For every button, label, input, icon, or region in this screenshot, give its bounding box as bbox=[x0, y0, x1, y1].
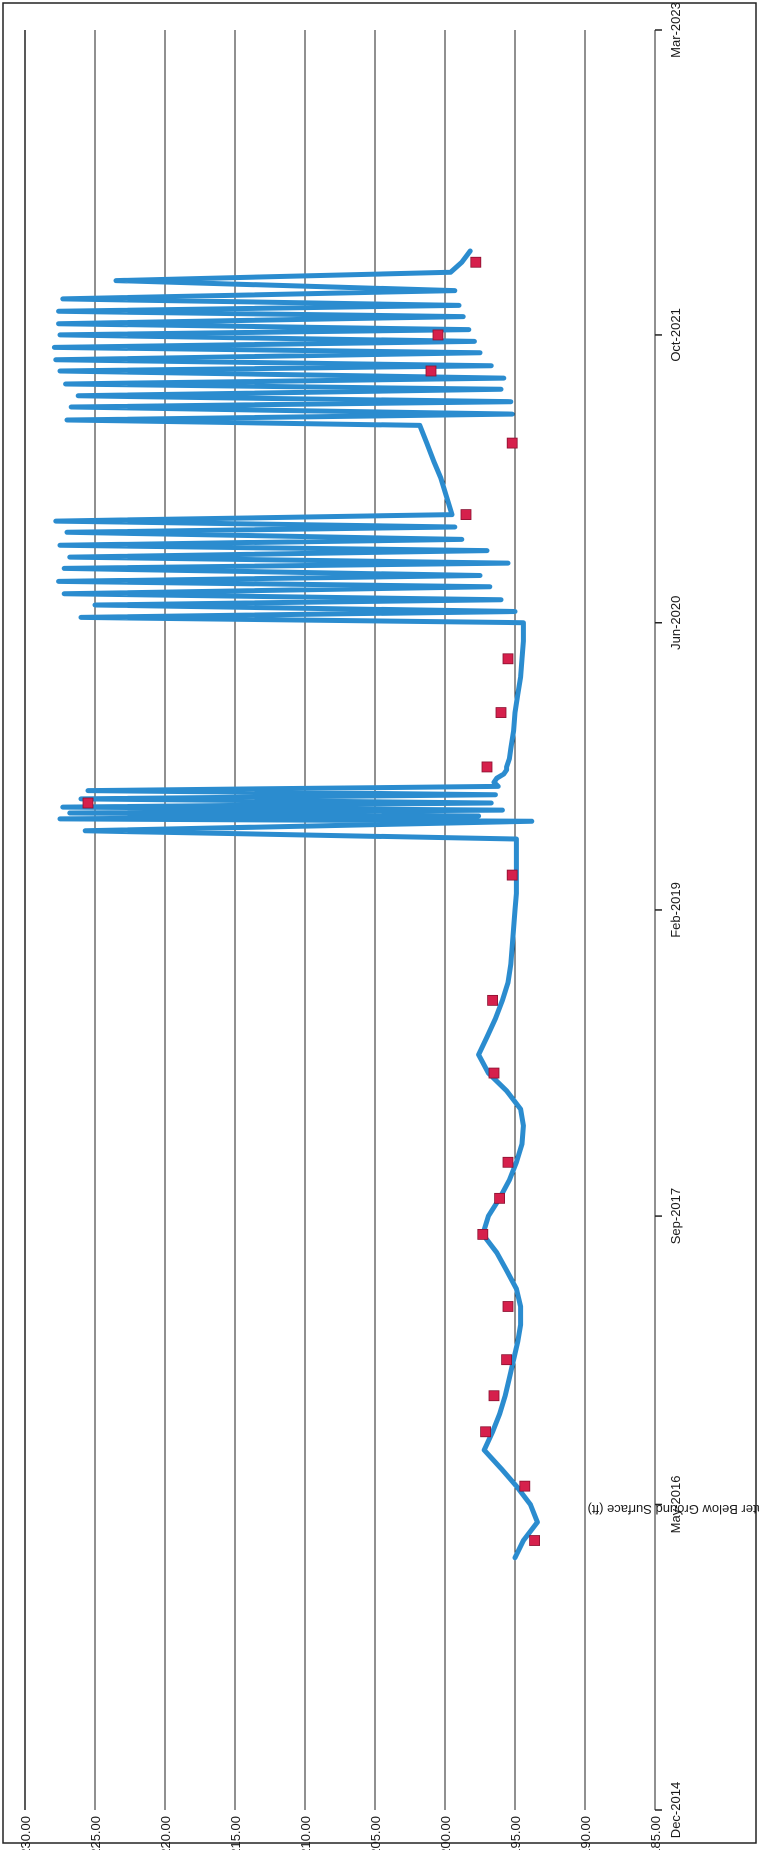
x-tick-label: Sep-2017 bbox=[668, 1188, 683, 1244]
y-tick-label: 230.00 bbox=[18, 1816, 33, 1850]
manual-measurement-point bbox=[488, 1390, 500, 1402]
manual-measurement-point bbox=[425, 365, 437, 377]
x-tick-label: Mar-2023 bbox=[668, 2, 683, 58]
y-tick-label: 185.00 bbox=[648, 1816, 663, 1850]
axes: 185.00 190.00 195.00 200.00 205.00 210.00 215.… bbox=[18, 2, 683, 1850]
y-tick-label: 225.00 bbox=[88, 1816, 103, 1850]
manual-measurement-point bbox=[501, 1354, 513, 1366]
x-tick-label: May-2016 bbox=[668, 1476, 683, 1534]
manual-measurement-point bbox=[481, 761, 493, 773]
manual-measurement-point bbox=[506, 869, 518, 881]
manual-measurement-point bbox=[477, 1228, 489, 1240]
manual-measurement-point bbox=[470, 256, 482, 268]
y-tick-label: 210.00 bbox=[298, 1816, 313, 1850]
manual-measurement-point bbox=[502, 653, 514, 665]
manual-measurement-point bbox=[495, 707, 507, 718]
manual-measurement-point bbox=[460, 509, 472, 520]
manual-measurement-point bbox=[432, 329, 444, 341]
x-tick-label: Dec-2014 bbox=[668, 1782, 683, 1838]
y-tick-label: 200.00 bbox=[438, 1816, 453, 1850]
y-tick-label: 220.00 bbox=[158, 1816, 173, 1850]
manual-measurement-point bbox=[487, 994, 499, 1006]
y-tick-label: 205.00 bbox=[368, 1816, 383, 1850]
manual-measurement-point bbox=[529, 1535, 540, 1546]
x-tick-label: Jun-2020 bbox=[668, 596, 683, 650]
x-tick-label: Oct-2021 bbox=[668, 308, 683, 361]
manual-measurement-point bbox=[519, 1480, 531, 1492]
x-tick-label: Feb-2019 bbox=[668, 882, 683, 938]
manual-measurement-point bbox=[82, 797, 94, 809]
y-tick-label: 215.00 bbox=[228, 1816, 243, 1850]
y-axis-title: Depth to Water Below Ground Surface (ft) bbox=[588, 1502, 759, 1517]
manual-measurement-point bbox=[488, 1067, 500, 1079]
manual-measurement-point bbox=[494, 1192, 506, 1204]
continuous-series-line bbox=[51, 248, 540, 1561]
manual-measurement-point bbox=[480, 1426, 492, 1438]
manual-measurement-point bbox=[506, 437, 518, 449]
manual-measurement-point bbox=[502, 1156, 514, 1168]
y-tick-label: 195.00 bbox=[508, 1816, 523, 1850]
series-layer bbox=[51, 248, 540, 1561]
manual-measurement-point bbox=[502, 1301, 514, 1312]
y-tick-label: 190.00 bbox=[578, 1816, 593, 1850]
